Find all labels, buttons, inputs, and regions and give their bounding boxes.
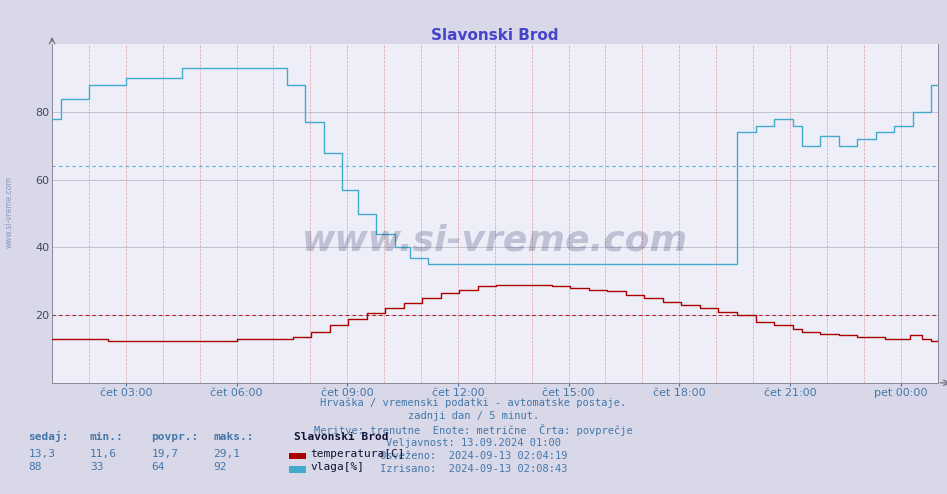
Text: 33: 33 [90, 462, 103, 472]
Text: www.si-vreme.com: www.si-vreme.com [5, 176, 14, 248]
Text: Osveženo:  2024-09-13 02:04:19: Osveženo: 2024-09-13 02:04:19 [380, 451, 567, 461]
Text: 11,6: 11,6 [90, 449, 117, 459]
Text: sedaj:: sedaj: [28, 431, 69, 442]
Text: vlaga[%]: vlaga[%] [311, 462, 365, 472]
Text: 64: 64 [152, 462, 165, 472]
Title: Slavonski Brod: Slavonski Brod [431, 28, 559, 43]
Text: Izrisano:  2024-09-13 02:08:43: Izrisano: 2024-09-13 02:08:43 [380, 464, 567, 474]
Text: zadnji dan / 5 minut.: zadnji dan / 5 minut. [408, 411, 539, 421]
Text: 29,1: 29,1 [213, 449, 241, 459]
Text: 92: 92 [213, 462, 226, 472]
Text: min.:: min.: [90, 432, 124, 442]
Text: 88: 88 [28, 462, 42, 472]
Text: Veljavnost: 13.09.2024 01:00: Veljavnost: 13.09.2024 01:00 [386, 438, 561, 448]
Text: www.si-vreme.com: www.si-vreme.com [302, 224, 688, 258]
Text: Slavonski Brod: Slavonski Brod [294, 432, 388, 442]
Text: maks.:: maks.: [213, 432, 254, 442]
Text: Hrvaška / vremenski podatki - avtomatske postaje.: Hrvaška / vremenski podatki - avtomatske… [320, 398, 627, 408]
Text: 19,7: 19,7 [152, 449, 179, 459]
Text: 13,3: 13,3 [28, 449, 56, 459]
Text: povpr.:: povpr.: [152, 432, 199, 442]
Text: temperatura[C]: temperatura[C] [311, 449, 405, 459]
Text: Meritve: trenutne  Enote: metrične  Črta: povprečje: Meritve: trenutne Enote: metrične Črta: … [314, 424, 633, 436]
